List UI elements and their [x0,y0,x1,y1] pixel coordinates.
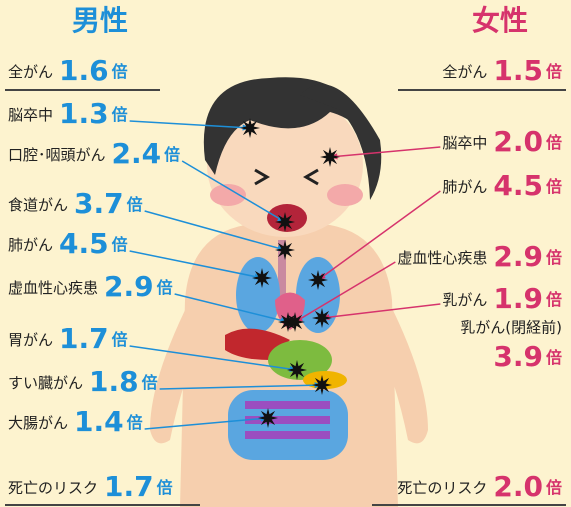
risk-ratio: 1.9 [493,282,543,315]
burst [275,240,295,260]
risk-ratio: 1.3 [59,97,109,130]
risk-label: 死亡のリスク [8,479,98,497]
risk-unit: 倍 [157,278,173,297]
risk-label: 脳卒中 [8,106,53,124]
risk-label: すい臓がん [8,374,83,392]
risk-ratio: 1.4 [74,405,124,438]
risk-ratio: 2.9 [104,270,154,303]
risk-label: 食道がん [8,196,68,214]
risk-unit: 倍 [112,330,128,349]
risk-unit: 倍 [127,413,143,432]
infographic: 男性 女性 全がん1.6倍全がん1.5倍死亡のリスク1.7倍死亡のリスク2.0倍… [0,0,571,507]
risk-label: 胃がん [8,331,53,349]
burst [312,375,332,395]
risk-unit: 倍 [127,195,143,214]
burst [312,308,332,328]
risk-label: 虚血性心疾患 [8,279,98,297]
risk-label: 乳がん(閉経前) [460,319,562,337]
risk-unit: 倍 [546,348,562,367]
risk-unit: 倍 [112,105,128,124]
risk-ratio: 2.4 [112,137,162,170]
risk-ratio: 2.9 [493,240,543,273]
risk-unit: 倍 [546,62,562,81]
risk-unit: 倍 [546,177,562,196]
risk-label: 脳卒中 [442,134,487,152]
risk-ratio: 1.8 [89,365,139,398]
risk-unit: 倍 [546,133,562,152]
risk-ratio: 1.6 [59,54,109,87]
risk-ratio: 3.9 [493,340,543,373]
female-title: 女性 [472,4,528,37]
burst [285,312,305,332]
risk-ratio: 3.7 [74,187,124,220]
risk-unit: 倍 [546,290,562,309]
burst [252,268,272,288]
risk-label: 虚血性心疾患 [397,249,487,267]
risk-unit: 倍 [112,235,128,254]
risk-label: 全がん [8,63,53,81]
risk-ratio: 1.7 [104,470,154,503]
risk-label: 肺がん [8,236,53,254]
risk-ratio: 4.5 [493,169,543,202]
risk-label: 全がん [442,63,487,81]
risk-ratio: 2.0 [493,125,543,158]
burst [275,212,295,232]
risk-ratio: 1.5 [493,54,543,87]
risk-unit: 倍 [157,478,173,497]
risk-label: 口腔･咽頭がん [8,146,106,164]
burst [287,360,307,380]
risk-unit: 倍 [546,248,562,267]
risk-label: 大腸がん [8,414,68,432]
risk-ratio: 1.7 [59,322,109,355]
risk-unit: 倍 [164,145,180,164]
burst [320,147,340,167]
risk-ratio: 4.5 [59,227,109,260]
risk-unit: 倍 [112,62,128,81]
risk-label: 死亡のリスク [397,479,487,497]
risk-ratio: 2.0 [493,470,543,503]
male-title: 男性 [72,4,128,37]
risk-label: 乳がん [442,291,487,309]
risk-label: 肺がん [442,178,487,196]
burst [240,118,260,138]
burst [258,408,278,428]
risk-unit: 倍 [142,373,158,392]
risk-unit: 倍 [546,478,562,497]
burst [308,270,328,290]
